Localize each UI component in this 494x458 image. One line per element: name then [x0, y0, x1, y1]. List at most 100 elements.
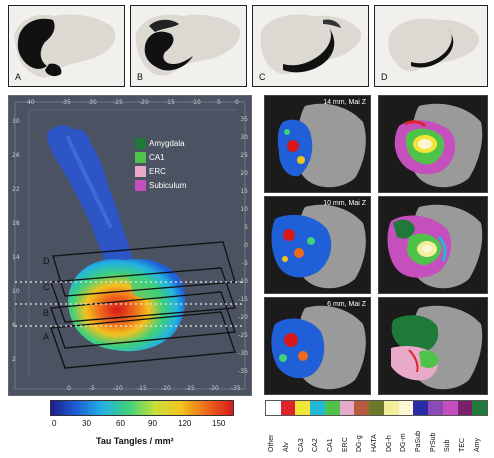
- axis-tick: -30: [87, 99, 97, 106]
- colorbar: [50, 400, 234, 416]
- region-label: HATA: [371, 434, 378, 452]
- region-swatch: [442, 401, 458, 415]
- region-swatch: [383, 401, 399, 415]
- legend-swatch: [135, 138, 146, 149]
- region-swatch: [324, 401, 340, 415]
- plane-label-c: C: [43, 282, 50, 292]
- tau-density-slice-10mm[interactable]: 10 mm, Mai Z: [264, 196, 371, 294]
- colorbar-tick: 0: [52, 419, 57, 428]
- legend-item: Subiculum: [135, 180, 186, 191]
- tau-density-image: [265, 197, 370, 293]
- region-label: PrSub: [430, 432, 437, 452]
- axis-tick: -35: [238, 368, 248, 375]
- region-swatch: [457, 401, 473, 415]
- axis-tick: -35: [231, 385, 241, 392]
- axis-tick: -15: [165, 99, 175, 106]
- region-map-image: [379, 298, 487, 394]
- legend-item: ERC: [135, 166, 166, 177]
- slice-caption: 10 mm, Mai Z: [323, 200, 366, 207]
- axis-tick: 10: [12, 288, 20, 295]
- colorbar-tick: 60: [116, 419, 125, 428]
- region-map-slice-14mm[interactable]: [378, 95, 488, 193]
- tau-density-image: [265, 96, 370, 192]
- region-swatch: [472, 401, 488, 415]
- region-label: DG-g: [356, 435, 363, 452]
- region-label: CA2: [312, 438, 319, 452]
- region-label: CA3: [298, 438, 305, 452]
- axis-tick: -15: [137, 385, 147, 392]
- section-panel-a: A: [8, 5, 125, 87]
- panel-label: A: [15, 72, 22, 82]
- region-label: DG-h: [386, 435, 393, 452]
- legend-item: CA1: [135, 152, 165, 163]
- region-label: Alv: [283, 442, 290, 452]
- section-panel-d: D: [374, 5, 488, 87]
- axis-tick: -15: [238, 296, 248, 303]
- axis-tick: 35: [240, 116, 248, 123]
- axis-tick: 5: [244, 224, 248, 231]
- section-panel-b: B: [130, 5, 247, 87]
- region-map-slice-6mm[interactable]: [378, 297, 488, 395]
- axis-tick: -5: [242, 260, 248, 267]
- tau-density-slice-6mm[interactable]: 6 mm, Mai Z: [264, 297, 371, 395]
- panel-label: D: [381, 72, 388, 82]
- axis-tick: -20: [139, 99, 149, 106]
- axis-tick: 30: [12, 118, 20, 125]
- tau-density-slice-14mm[interactable]: 14 mm, Mai Z: [264, 95, 371, 193]
- axis-tick: -30: [209, 385, 219, 392]
- colorbar-tick: 30: [82, 419, 91, 428]
- axis-tick: 14: [12, 254, 20, 261]
- region-label: Amy: [474, 438, 481, 452]
- axis-tick: -20: [161, 385, 171, 392]
- hippocampus-3d-view[interactable]: 40 -35 -30 -25 -20 -15 -10 -5 0 30 26 22…: [8, 95, 252, 396]
- region-swatch: [398, 401, 414, 415]
- axis-tick: 18: [12, 220, 20, 227]
- region-label: Other: [268, 434, 275, 452]
- slice-caption: 14 mm, Mai Z: [323, 99, 366, 106]
- axis-tick: -5: [89, 385, 95, 392]
- legend-swatch: [135, 180, 146, 191]
- legend-label: ERC: [149, 167, 166, 176]
- region-swatch: [413, 401, 429, 415]
- axis-tick: 0: [235, 99, 239, 106]
- region-map-image: [379, 197, 487, 293]
- region-swatch: [339, 401, 355, 415]
- axis-tick: 26: [12, 152, 20, 159]
- axis-tick: -25: [238, 332, 248, 339]
- section-b-image: [135, 14, 241, 76]
- legend-label: Amygdala: [149, 139, 185, 148]
- axis-tick: 22: [12, 186, 20, 193]
- region-label: PaSub: [415, 430, 422, 452]
- section-c-image: [260, 14, 362, 74]
- tau-density-image: [265, 298, 370, 394]
- legend-label: Subiculum: [149, 181, 187, 190]
- plane-label-a: A: [43, 332, 50, 342]
- axis-tick: 0: [67, 385, 71, 392]
- axis-tick: -35: [61, 99, 71, 106]
- axis-tick: 10: [240, 206, 248, 213]
- axis-tick: 25: [240, 152, 248, 159]
- region-map-slice-10mm[interactable]: [378, 196, 488, 294]
- region-swatch: [428, 401, 443, 415]
- region-map-image: [379, 96, 487, 192]
- axis-tick: 40: [27, 99, 35, 106]
- region-swatch: [310, 401, 325, 415]
- colorbar-tick: 150: [212, 419, 226, 428]
- region-label: DG-m: [400, 433, 407, 452]
- plane-label-b: B: [43, 308, 50, 318]
- section-a-image: [14, 14, 116, 78]
- region-swatch: [354, 401, 370, 415]
- axis-tick: -5: [215, 99, 221, 106]
- region-color-strip: [265, 400, 488, 416]
- axis-tick: 15: [240, 188, 248, 195]
- region-swatch: [295, 401, 311, 415]
- region-swatch: [266, 401, 281, 415]
- axis-tick: -25: [113, 99, 123, 106]
- axis-tick: 0: [244, 242, 248, 249]
- panel-label: B: [137, 72, 144, 82]
- plane-label-d: D: [43, 256, 50, 266]
- region-swatch: [280, 401, 296, 415]
- region-label: Sub: [444, 439, 451, 452]
- section-d-image: [388, 18, 480, 72]
- panel-label: C: [259, 72, 266, 82]
